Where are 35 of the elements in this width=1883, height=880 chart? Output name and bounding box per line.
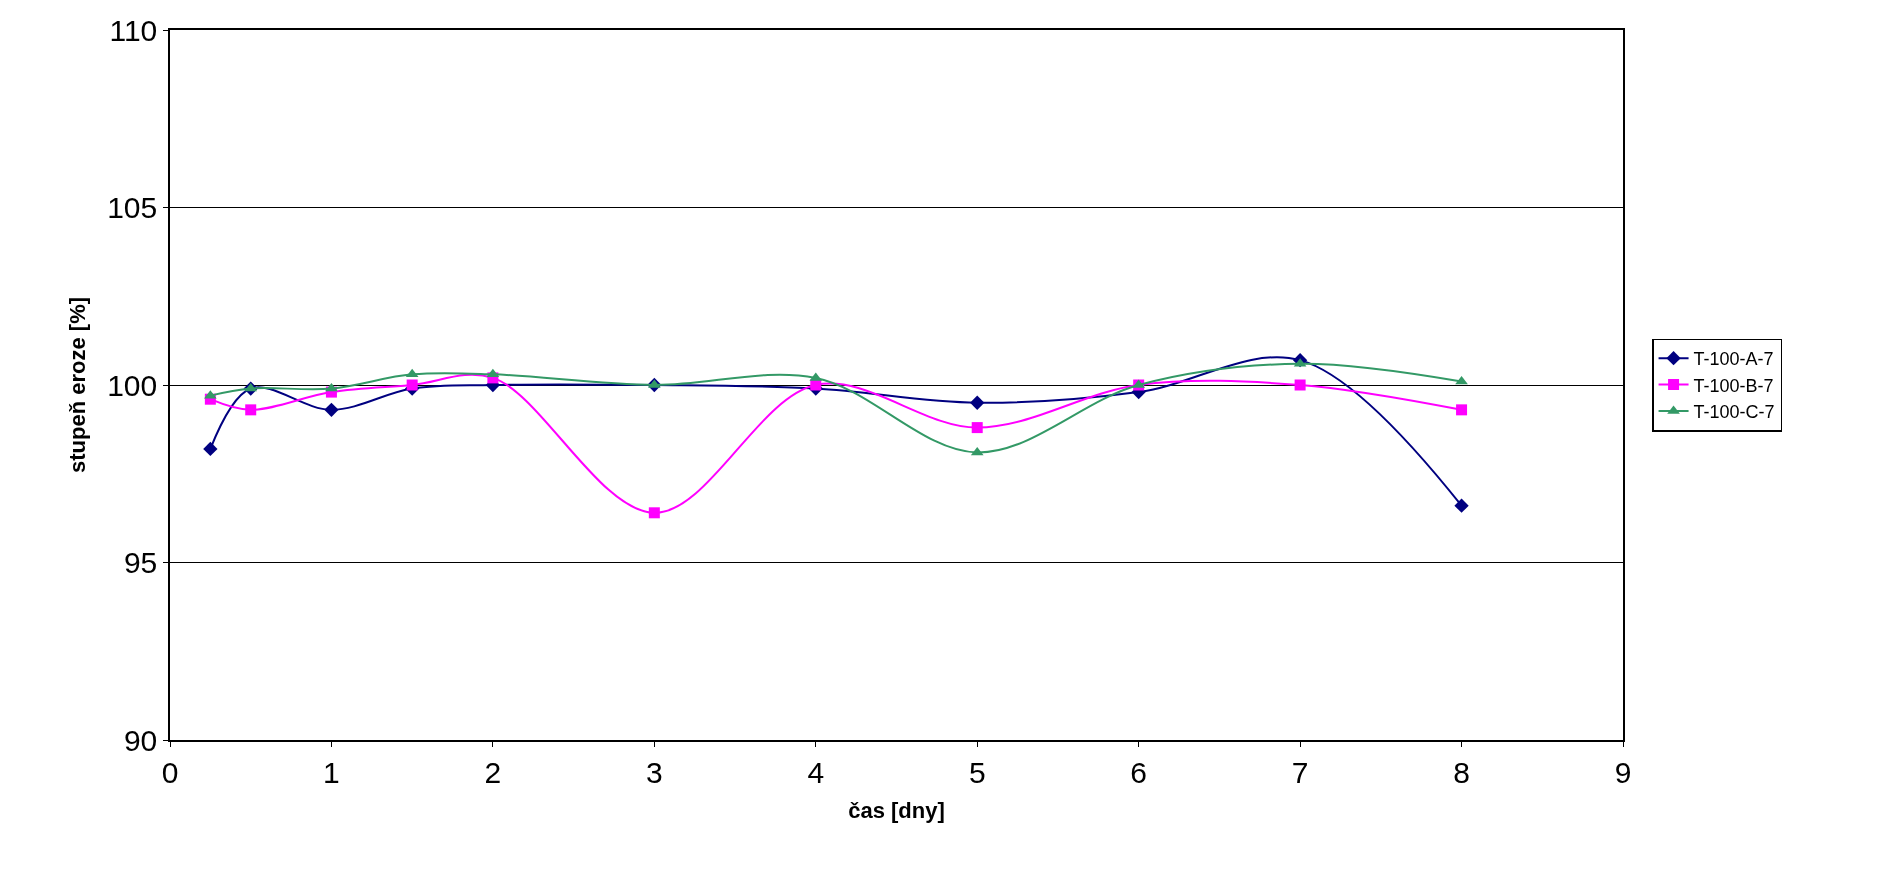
x-tick-label: 4	[807, 755, 825, 789]
point	[324, 402, 339, 417]
point	[486, 368, 500, 378]
point	[406, 379, 418, 391]
point	[203, 441, 218, 457]
legend-label: T-100-C-7	[1693, 402, 1775, 423]
y-tick-label: 110	[109, 13, 158, 47]
x-tick-label: 3	[645, 755, 663, 789]
x-tick-label: 9	[1614, 755, 1632, 789]
x-tick-label: 1	[323, 755, 340, 789]
point	[1455, 375, 1468, 385]
point	[245, 404, 257, 416]
point	[810, 379, 822, 391]
x-tick-label: 8	[1453, 755, 1470, 789]
y-tick-label: 105	[107, 191, 158, 224]
point	[970, 395, 985, 410]
point	[970, 446, 984, 456]
x-axis-title: čas [dny]	[848, 798, 945, 824]
point	[1454, 498, 1469, 513]
x-tick-label: 5	[968, 755, 986, 789]
x-tick-label: 2	[484, 755, 502, 789]
y-tick-label: 90	[123, 723, 158, 757]
y-axis-title: stupeň eroze [%]	[65, 296, 91, 474]
legend-label: T-100-B-7	[1693, 375, 1774, 396]
point	[1456, 404, 1468, 416]
x-tick-label: 6	[1130, 755, 1148, 789]
point	[405, 368, 419, 378]
point	[1294, 379, 1306, 391]
y-tick-label: 95	[123, 546, 158, 579]
x-tick-label: 0	[161, 755, 179, 789]
y-tick-label: 100	[107, 368, 158, 402]
point	[648, 507, 660, 519]
x-tick-label: 7	[1291, 755, 1309, 789]
legend-label: T-100-A-7	[1693, 349, 1774, 370]
point	[971, 422, 983, 434]
